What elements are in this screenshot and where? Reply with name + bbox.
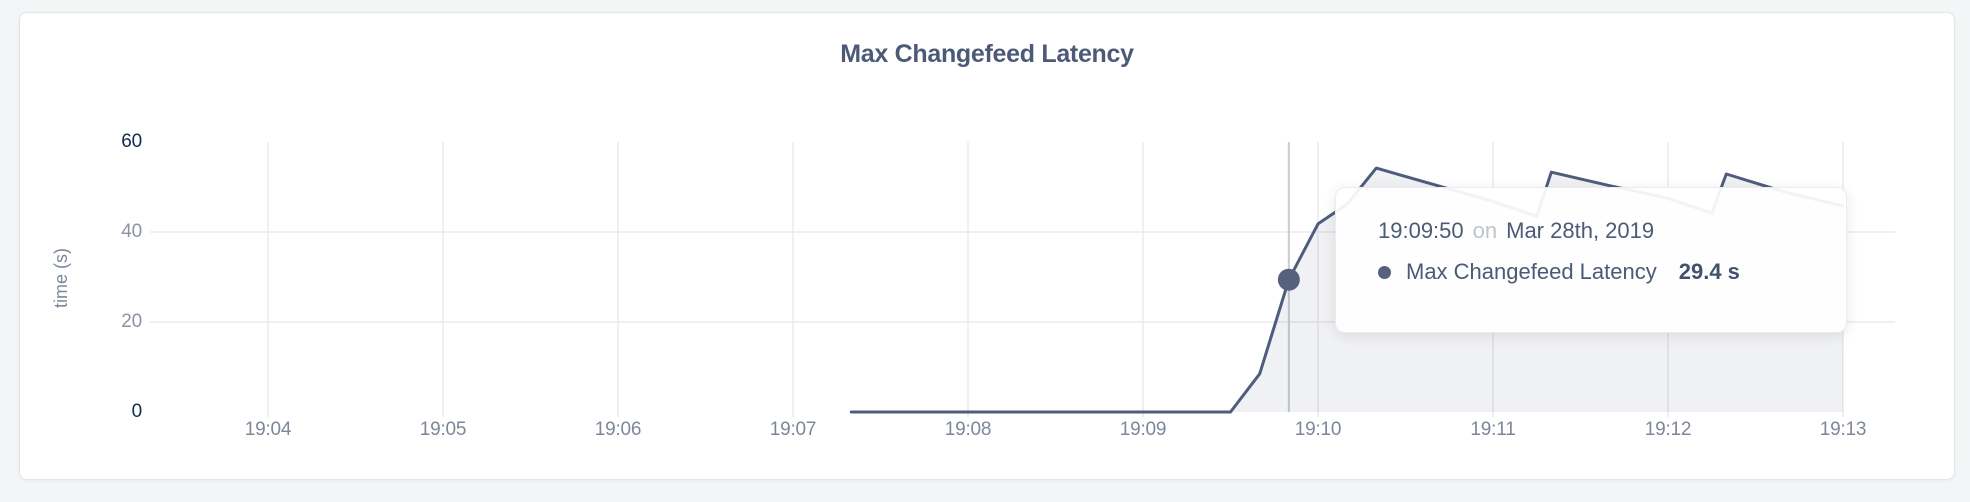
tooltip-time: 19:09:50 <box>1378 218 1464 243</box>
tooltip-series-row: Max Changefeed Latency 29.4 s <box>1378 259 1846 285</box>
hover-point-dot <box>1277 268 1300 291</box>
tooltip-series-name: Max Changefeed Latency <box>1406 259 1657 284</box>
chart-title: Max Changefeed Latency <box>840 40 1134 68</box>
series-bullet-icon <box>1378 265 1391 279</box>
tooltip-date: Mar 28th, 2019 <box>1506 218 1655 243</box>
chart-tooltip: 19:09:50 on Mar 28th, 2019 Max Changefeed … <box>1335 187 1847 333</box>
tooltip-timestamp-row: 19:09:50 on Mar 28th, 2019 <box>1378 218 1846 244</box>
tooltip-conjunction: on <box>1472 218 1498 243</box>
tooltip-series-value: 29.4 s <box>1678 259 1740 284</box>
